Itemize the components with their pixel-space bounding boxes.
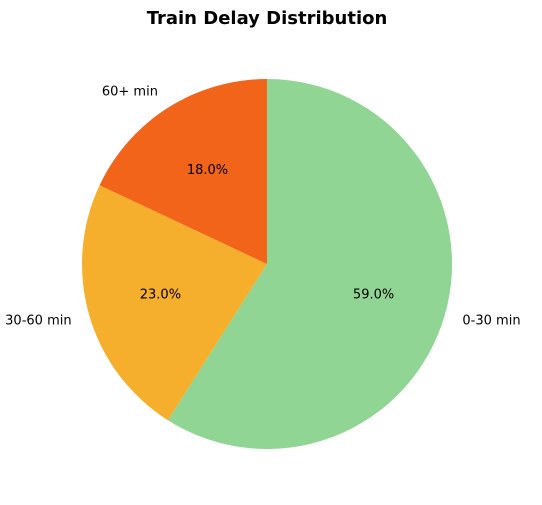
pie-slice-30-60-min (82, 185, 267, 421)
category-label-0-30-min: 0-30 min (462, 313, 520, 328)
category-label-30-60-min: 30-60 min (5, 313, 71, 328)
percent-label-30-60-min: 23.0% (140, 287, 181, 302)
percent-label-0-30-min: 59.0% (353, 287, 394, 302)
chart-title: Train Delay Distribution (147, 8, 388, 29)
category-label-60-min: 60+ min (102, 85, 158, 100)
pie-slices (82, 79, 452, 449)
category-labels: 0-30 min 30-60 min 60+ min (5, 85, 520, 329)
percent-label-60-min: 18.0% (187, 163, 228, 178)
pie-slice-0-30-min (167, 79, 452, 449)
pie-slice-60-min (99, 79, 267, 264)
percent-labels: 59.0% 23.0% 18.0% (140, 163, 394, 303)
